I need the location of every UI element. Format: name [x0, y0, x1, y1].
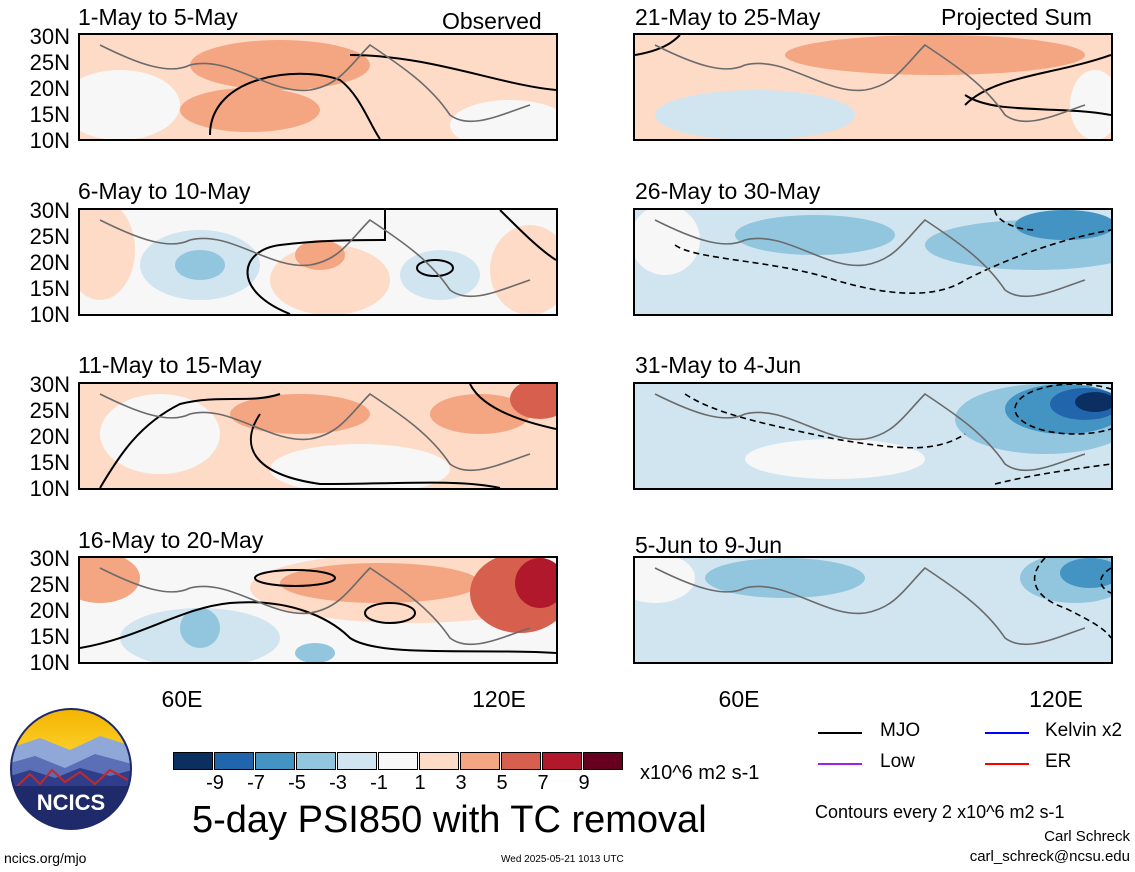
colorbar-swatch [255, 752, 295, 770]
legend-line-er [985, 763, 1029, 765]
panel-title-right-3: 31-May to 4-Jun [635, 352, 802, 378]
ncics-logo: NCICS [10, 708, 132, 830]
colorbar-label: 5 [496, 772, 508, 794]
logo-text: NCICS [37, 790, 105, 815]
map-panel-left-4 [78, 556, 558, 664]
colorbar-swatch [542, 752, 582, 770]
author-name: Carl Schreck [1044, 828, 1130, 845]
lon-tick-120e-right: 120E [1029, 686, 1083, 712]
colorbar-swatch [296, 752, 336, 770]
main-title: 5-day PSI850 with TC removal [192, 799, 707, 841]
panel-title-left-1: 1-May to 5-May [78, 4, 238, 30]
panel-title-left-3: 11-May to 15-May [78, 352, 262, 378]
lat-tick: 10N [29, 650, 70, 675]
colorbar-label: -9 [206, 772, 224, 794]
legend-label-mjo: MJO [880, 720, 921, 741]
colorbar-swatch [173, 752, 213, 770]
panel-title-right-4: 5-Jun to 9-Jun [635, 532, 783, 558]
colorbar-swatch [419, 752, 459, 770]
lat-tick: 15N [29, 102, 70, 127]
projected-sum-label: Projected Sum [941, 4, 1092, 30]
map-panel-left-1 [78, 33, 558, 141]
lat-tick: 10N [29, 128, 70, 153]
colorbar-swatch [501, 752, 541, 770]
colorbar-units: x10^6 m2 s-1 [640, 762, 760, 784]
panel-title-right-2: 26-May to 30-May [635, 178, 821, 204]
colorbar-swatch [214, 752, 254, 770]
lat-tick: 25N [29, 224, 70, 249]
colorbar-swatch [337, 752, 377, 770]
contour-note: Contours every 2 x10^6 m2 s-1 [815, 802, 1065, 822]
lat-tick: 20N [29, 76, 70, 101]
lat-tick: 25N [29, 398, 70, 423]
map-panel-left-3 [78, 382, 558, 490]
lat-tick: 15N [29, 624, 70, 649]
colorbar-label: 9 [578, 772, 590, 794]
panel-title-left-2: 6-May to 10-May [78, 178, 251, 204]
lat-tick: 10N [29, 302, 70, 327]
colorbar-label: -1 [370, 772, 388, 794]
map-panel-right-2 [633, 208, 1113, 316]
lat-tick: 10N [29, 476, 70, 501]
map-panel-left-2 [78, 208, 558, 316]
colorbar-swatch [583, 752, 623, 770]
observed-label: Observed [442, 8, 542, 34]
author-email[interactable]: carl_schreck@ncsu.edu [969, 848, 1130, 865]
legend-label-kelvin: Kelvin x2 [1045, 720, 1123, 741]
lon-tick-120e-left: 120E [472, 686, 526, 712]
lat-tick: 15N [29, 450, 70, 475]
legend-line-kelvin [985, 732, 1029, 734]
timestamp: Wed 2025-05-21 1013 UTC [501, 854, 624, 865]
lat-tick: 30N [29, 24, 70, 49]
panel-title-right-1: 21-May to 25-May [635, 4, 821, 30]
legend-line-mjo [818, 732, 862, 734]
colorbar-label: 1 [414, 772, 426, 794]
legend-label-er: ER [1045, 751, 1072, 772]
site-link[interactable]: ncics.org/mjo [4, 850, 87, 866]
lon-tick-60e-left: 60E [161, 686, 203, 712]
lat-tick: 20N [29, 598, 70, 623]
legend-label-low: Low [880, 751, 915, 772]
lon-tick-60e-right: 60E [718, 686, 760, 712]
map-panel-right-1 [633, 33, 1113, 141]
map-panel-right-4 [633, 556, 1113, 664]
colorbar-swatch [460, 752, 500, 770]
lat-tick: 25N [29, 50, 70, 75]
lat-tick: 20N [29, 250, 70, 275]
map-panel-right-3 [633, 382, 1113, 490]
colorbar-label: -3 [329, 772, 347, 794]
legend-line-low [818, 763, 862, 765]
colorbar-label: -5 [288, 772, 306, 794]
lat-tick: 30N [29, 372, 70, 397]
colorbar-label: -7 [247, 772, 265, 794]
colorbar-label: 7 [537, 772, 549, 794]
panel-title-left-4: 16-May to 20-May [78, 527, 264, 553]
colorbar-swatch [378, 752, 418, 770]
lat-tick: 20N [29, 424, 70, 449]
lat-tick: 30N [29, 198, 70, 223]
colorbar-label: 3 [455, 772, 467, 794]
lat-tick: 30N [29, 546, 70, 571]
lat-tick: 15N [29, 276, 70, 301]
lat-tick: 25N [29, 572, 70, 597]
